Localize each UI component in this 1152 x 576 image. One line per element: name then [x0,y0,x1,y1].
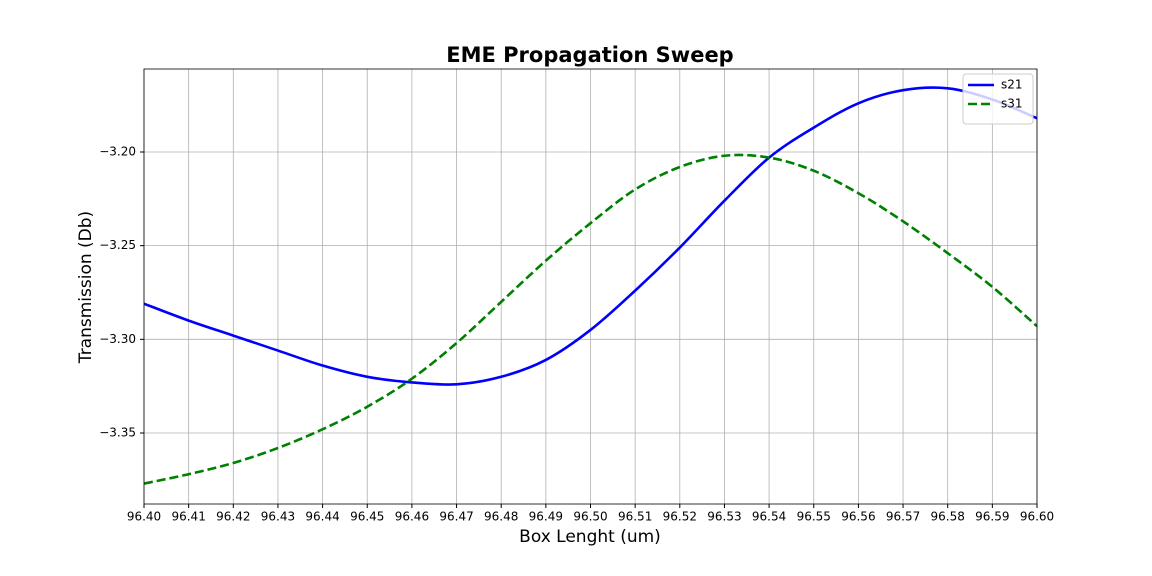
y-axis-label: Transmission (Db) [76,211,96,364]
x-tick-label: 96.45 [350,510,384,524]
x-tick-label: 96.50 [573,510,607,524]
x-tick-label: 96.59 [975,510,1009,524]
x-tick-label: 96.55 [797,510,831,524]
x-tick-label: 96.46 [395,510,429,524]
legend-label: s31 [1001,97,1023,111]
chart-title: EME Propagation Sweep [446,43,733,67]
x-tick-label: 96.43 [261,510,295,524]
x-tick-label: 96.41 [171,510,205,524]
x-tick-label: 96.42 [216,510,250,524]
x-tick-label: 96.56 [841,510,875,524]
series-line [144,86,1037,386]
y-tick-label: −3.35 [99,425,136,439]
x-tick-label: 96.47 [439,510,473,524]
x-tick-label: 96.52 [663,510,697,524]
x-tick-label: 96.53 [707,510,741,524]
x-tick-label: 96.40 [127,510,161,524]
x-tick-label: 96.44 [305,510,339,524]
x-tick-label: 96.51 [618,510,652,524]
x-tick-label: 96.48 [484,510,518,524]
y-tick-label: −3.30 [99,332,136,346]
x-tick-label: 96.57 [886,510,920,524]
series-line [144,153,1037,485]
x-tick-label: 96.49 [529,510,563,524]
legend-box [962,73,1034,125]
x-tick-label: 96.60 [1020,510,1054,524]
y-tick-label: −3.20 [99,144,136,158]
plot-frame [143,68,1038,505]
legend-label: s21 [1001,78,1023,92]
x-axis-label: Box Lenght (um) [519,527,661,547]
x-tick-label: 96.58 [931,510,965,524]
y-tick-label: −3.25 [99,238,136,252]
x-tick-label: 96.54 [752,510,786,524]
